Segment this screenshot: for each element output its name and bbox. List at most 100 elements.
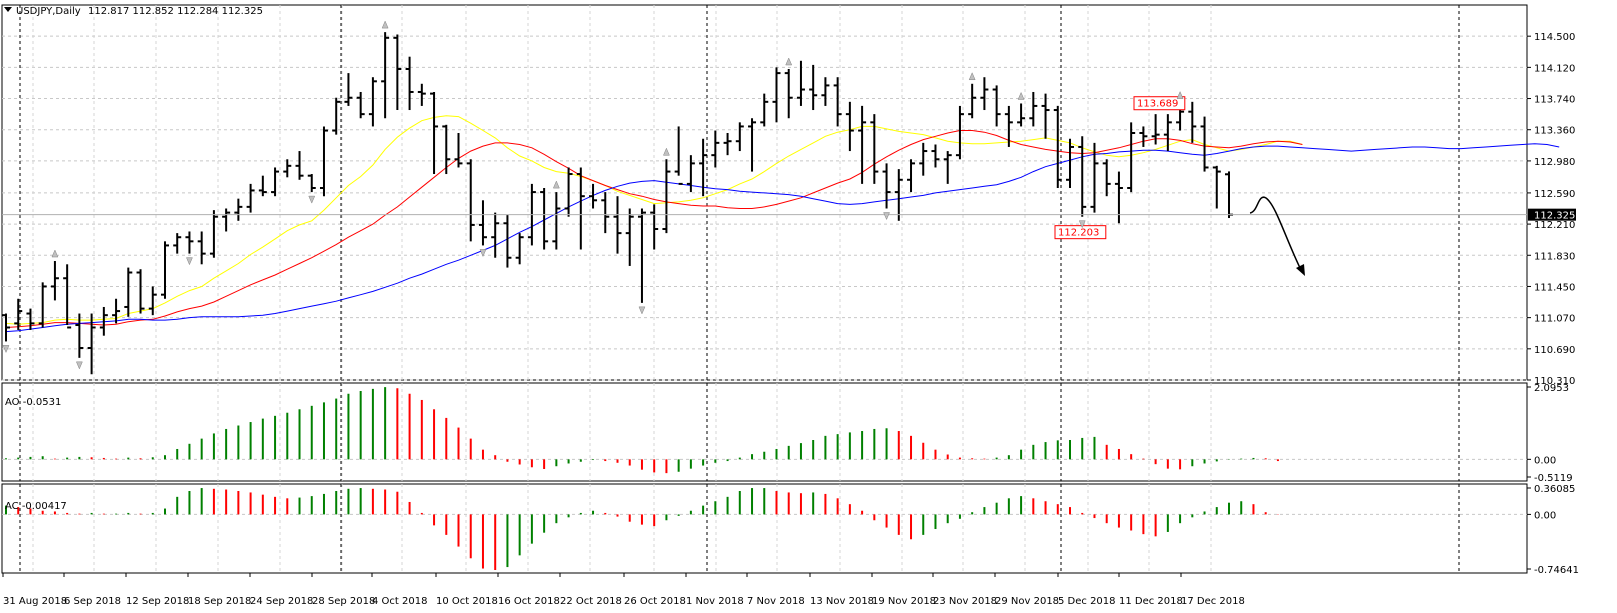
ohlc-bar [283, 159, 292, 178]
ohlc-bar [1114, 171, 1123, 224]
price-tick-label: 113.360 [1534, 126, 1575, 137]
ohlc-bar [381, 32, 390, 119]
ohlc-bar [564, 167, 573, 217]
ohlc-bar [955, 105, 964, 160]
price-tick-label: 113.740 [1534, 95, 1575, 106]
time-tick-label: 28 Sep 2018 [312, 596, 375, 607]
ohlc-bar [393, 34, 402, 111]
ao-label: AO -0.0531 [5, 397, 61, 408]
high-price-label: 113.689 [1133, 96, 1186, 111]
moving-average-line [5, 115, 1303, 325]
ohlc-bar [344, 73, 353, 106]
ohlc-bar [1041, 93, 1050, 139]
ohlc-bar [222, 208, 231, 232]
ohlc-bar [601, 192, 610, 234]
ohlc-bar [637, 208, 646, 303]
ohlc-bar [1188, 101, 1197, 143]
ohlc-bar [173, 233, 182, 254]
ohlc-readout: 112.817 112.852 112.284 112.325 [88, 6, 263, 17]
time-tick-label: 6 Sep 2018 [64, 596, 121, 607]
ohlc-bar [1029, 91, 1038, 127]
ac-label: AC -0.00417 [5, 501, 67, 512]
ohlc-bar [258, 175, 267, 197]
ohlc-bar [160, 241, 169, 299]
ohlc-bar [833, 77, 842, 127]
ohlc-bar [686, 155, 695, 193]
ohlc-bar [295, 151, 304, 180]
time-tick-label: 4 Oct 2018 [372, 596, 427, 607]
ohlc-bar [650, 204, 659, 250]
ac-tick-label: 0.36085 [1534, 484, 1575, 495]
time-tick-label: 22 Oct 2018 [560, 596, 622, 607]
ohlc-bar [234, 198, 243, 221]
price-tick-label: 111.070 [1534, 314, 1575, 325]
ohlc-bar [796, 60, 805, 106]
window-menu-icon[interactable] [4, 7, 12, 12]
ao-tick-label: 2.0953 [1534, 383, 1569, 394]
ohlc-bar [589, 183, 598, 209]
ohlc-bar [968, 83, 977, 119]
ao-tick-label: -0.5119 [1534, 473, 1573, 484]
time-tick-label: 16 Oct 2018 [498, 596, 560, 607]
ohlc-bar [38, 282, 47, 328]
ohlc-bar [99, 306, 108, 336]
ao-tick-label: 0.00 [1534, 455, 1556, 466]
ohlc-bar [368, 77, 377, 127]
ohlc-bar [1212, 165, 1221, 209]
ao-histogram [5, 387, 1279, 474]
symbol-label: USDJPY,Daily [16, 6, 81, 17]
fractal-up-icon [785, 57, 793, 66]
time-tick-label: 13 Nov 2018 [810, 596, 874, 607]
ohlc-bar [515, 233, 524, 265]
ohlc-bar [503, 215, 512, 268]
high-price-label-text: 113.689 [1137, 99, 1178, 110]
ohlc-bar [821, 77, 830, 106]
time-tick-label: 17 Dec 2018 [1181, 596, 1245, 607]
time-tick-label: 19 Nov 2018 [872, 596, 936, 607]
ohlc-bar [136, 269, 145, 314]
time-tick-label: 23 Nov 2018 [933, 596, 997, 607]
ohlc-bar [540, 187, 549, 250]
ohlc-bar [625, 208, 634, 266]
ohlc-bar [417, 83, 426, 106]
time-tick-label: 10 Oct 2018 [436, 596, 498, 607]
ohlc-bars [2, 32, 1233, 375]
ohlc-bar [112, 298, 121, 324]
ohlc-bar [454, 133, 463, 168]
ohlc-bar [26, 308, 35, 330]
ohlc-bar [1004, 105, 1013, 147]
price-axis: 114.500 114.120 113.740 113.360 112.980 112.5… [1527, 32, 1579, 576]
low-price-label: 112.203 [1054, 225, 1107, 240]
time-tick-label: 11 Dec 2018 [1119, 596, 1183, 607]
fractal-down-icon [76, 361, 83, 370]
ohlc-bar [931, 144, 940, 168]
time-tick-label: 1 Nov 2018 [686, 596, 744, 607]
annotations: 113.689 112.203 112.325 [2, 20, 1576, 370]
fractal-down-icon [2, 345, 10, 354]
ohlc-bar [197, 231, 206, 265]
ohlc-bar [760, 93, 769, 127]
ohlc-bar [1102, 159, 1111, 197]
ohlc-bar [1127, 122, 1136, 193]
ohlc-bar [1200, 116, 1209, 172]
current-price-marker [1528, 208, 1576, 221]
price-tick-label: 114.120 [1534, 63, 1575, 74]
time-tick-label: 26 Oct 2018 [624, 596, 686, 607]
grid-lines [2, 5, 1527, 573]
ohlc-bar [858, 105, 867, 184]
forecast-arrow-line [1249, 196, 1303, 273]
ohlc-bar [478, 200, 487, 246]
price-tick-label: 110.310 [1534, 376, 1575, 387]
fractal-up-icon [381, 20, 389, 29]
current-price-text: 112.325 [1534, 211, 1575, 222]
ohlc-bar [723, 133, 732, 156]
ohlc-bar [870, 114, 879, 184]
ohlc-bar [307, 174, 316, 193]
ac-panel-frame [1, 483, 1528, 574]
ohlc-bar [185, 231, 194, 254]
time-tick-label: 31 Aug 2018 [3, 596, 67, 607]
ohlc-bar [882, 163, 891, 209]
period-separators [19, 5, 1460, 573]
fractal-down-icon [883, 212, 890, 221]
